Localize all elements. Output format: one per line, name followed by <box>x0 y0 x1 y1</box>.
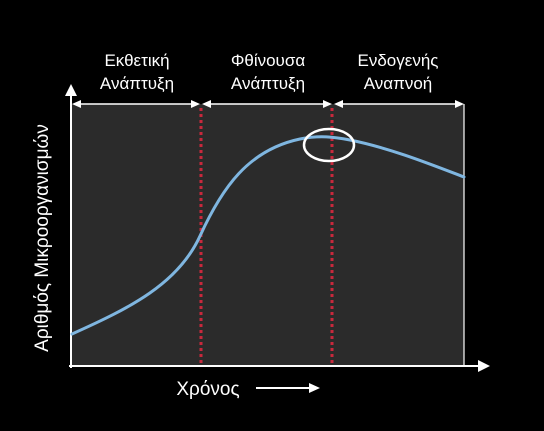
growth-curve <box>70 135 466 336</box>
phase-label-endogenous-line1: Ενδογενής <box>358 51 439 70</box>
x-axis-label: Χρόνος <box>176 379 239 400</box>
phase-label-endogenous-line2: Αναπνοή <box>364 74 433 93</box>
phase-label-declining-line1: Φθίνουσα <box>231 51 306 70</box>
plot-area <box>72 104 464 366</box>
x-axis-arrowhead <box>478 360 490 372</box>
x-label-arrowhead <box>309 383 320 393</box>
phase-label-exponential-line1: Εκθετική <box>104 51 169 70</box>
y-axis-label: Αριθμός Μικροοργανισμών <box>32 124 53 352</box>
phase-label-exponential-line2: Ανάπτυξη <box>100 74 174 93</box>
y-axis-arrowhead <box>65 84 77 96</box>
phase-label-declining-line2: Ανάπτυξη <box>231 74 305 93</box>
phase-arrows <box>72 100 464 108</box>
peak-highlight-ellipse <box>302 127 356 163</box>
